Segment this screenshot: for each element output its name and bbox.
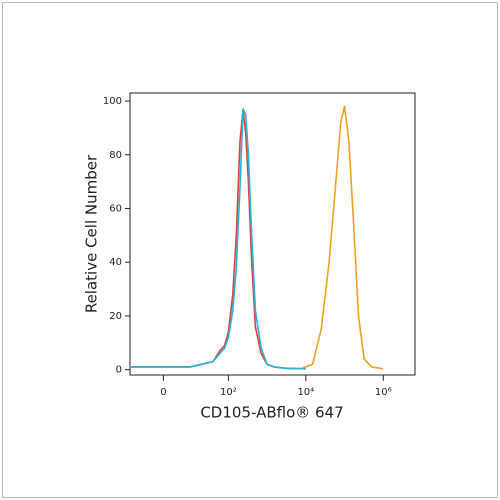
y-tick-label: 80 (109, 150, 122, 161)
x-tick-label: 10⁴ (297, 387, 314, 398)
y-tick-label: 0 (116, 365, 122, 376)
y-tick-label: 20 (109, 311, 122, 322)
histogram-line (130, 108, 306, 370)
histogram-line (301, 105, 384, 370)
x-tick-label: 0 (160, 387, 166, 398)
x-tick-label: 10² (220, 387, 237, 398)
y-tick-label: 60 (109, 203, 122, 214)
plot-area (129, 92, 416, 376)
x-tick-label: 10⁶ (375, 387, 392, 398)
y-axis-title: Relative Cell Number (83, 154, 101, 313)
y-tick-label: 40 (109, 257, 122, 268)
x-axis-title: CD105-ABflo® 647 (200, 404, 343, 422)
y-tick-label: 100 (103, 96, 122, 107)
